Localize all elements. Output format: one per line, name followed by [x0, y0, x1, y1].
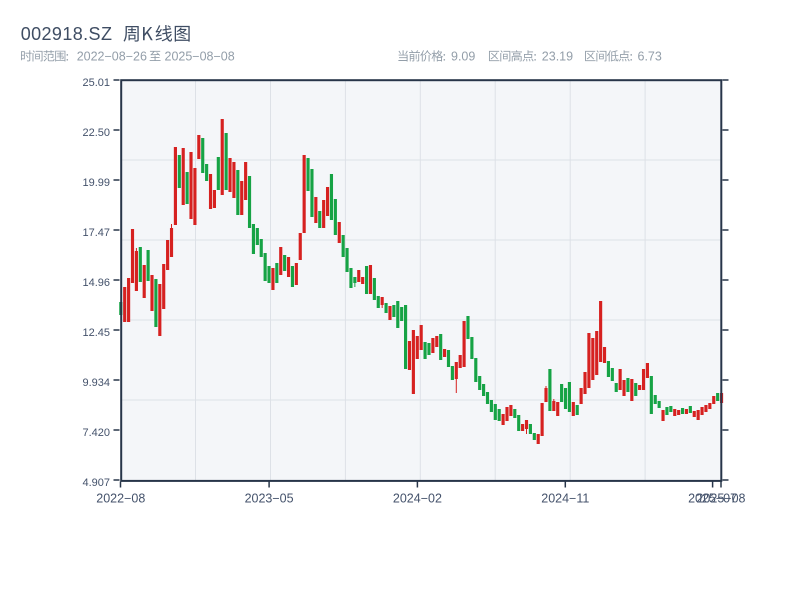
svg-text:002918.SZ: 002918.SZ — [21, 24, 113, 44]
svg-text:2025−07: 2025−07 — [688, 492, 737, 506]
svg-text:2024−11: 2024−11 — [541, 492, 589, 506]
svg-text:2025−08: 2025−08 — [696, 492, 745, 506]
svg-text:9.934: 9.934 — [82, 377, 110, 389]
svg-text:6.73: 6.73 — [638, 50, 662, 64]
svg-text:2022−08−26: 2022−08−26 — [77, 50, 147, 64]
svg-text:19.99: 19.99 — [82, 177, 110, 189]
svg-text:14.96: 14.96 — [82, 277, 110, 289]
svg-text:2023−05: 2023−05 — [245, 492, 294, 506]
svg-text:4.907: 4.907 — [82, 477, 110, 489]
svg-text:23.19: 23.19 — [542, 50, 573, 64]
svg-text:25.01: 25.01 — [82, 77, 110, 89]
svg-text:17.47: 17.47 — [82, 227, 110, 239]
svg-text:2022−08: 2022−08 — [96, 492, 145, 506]
svg-text:9.09: 9.09 — [451, 50, 475, 64]
svg-text:2025−08−08: 2025−08−08 — [165, 50, 235, 64]
svg-text:2024−02: 2024−02 — [393, 492, 442, 506]
svg-text:22.50: 22.50 — [82, 127, 110, 139]
svg-text:7.420: 7.420 — [82, 427, 110, 439]
svg-text:12.45: 12.45 — [82, 327, 110, 339]
